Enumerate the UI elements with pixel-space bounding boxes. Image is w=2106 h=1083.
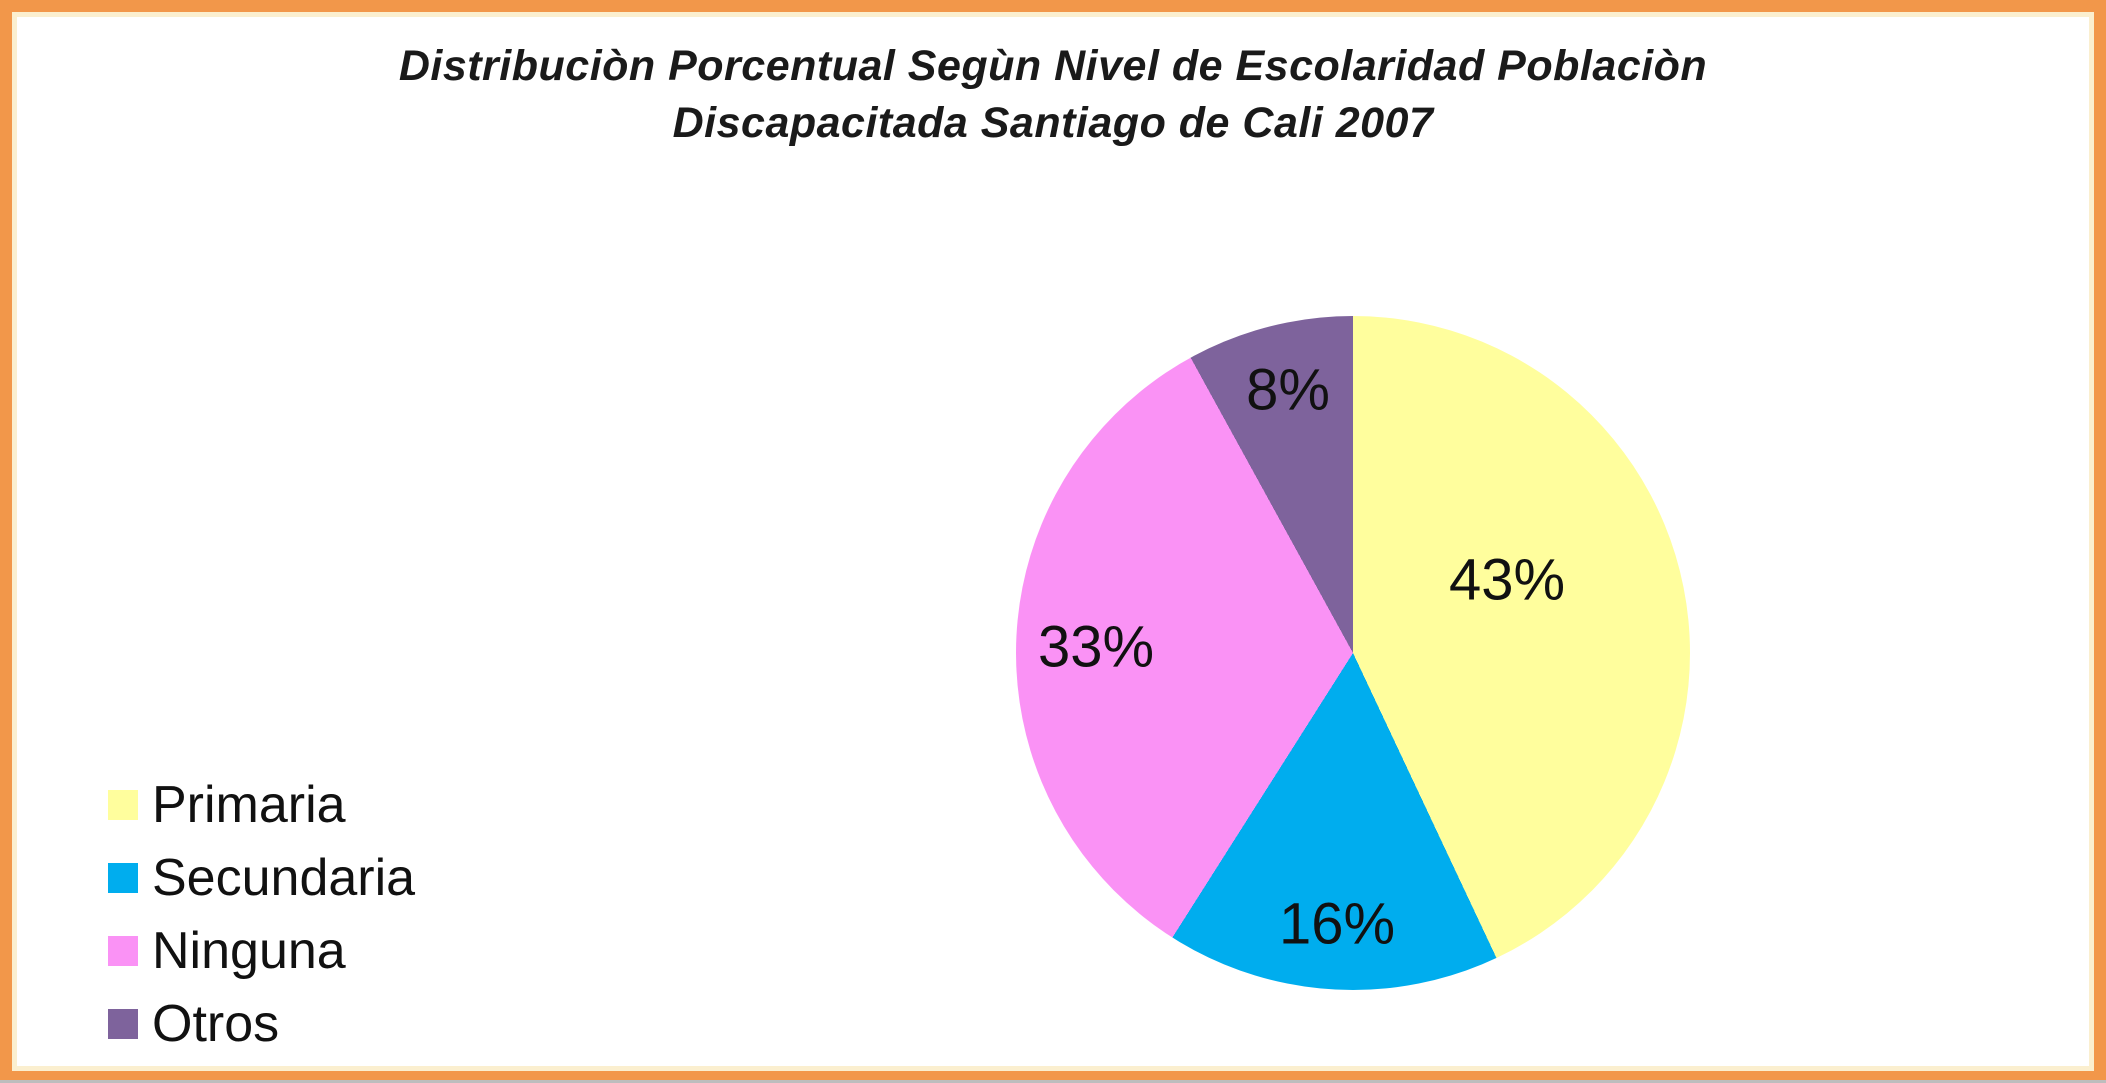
pie-slice-label-otros: 8% [1246, 357, 1330, 423]
legend-label-ninguna: Ninguna [152, 922, 346, 980]
legend-label-otros: Otros [152, 995, 280, 1053]
pie-slice-label-primaria: 43% [1448, 547, 1566, 613]
chart-title: Distribuciòn Porcentual Segùn Nivel de E… [0, 38, 2106, 152]
legend-item: Secundaria [108, 850, 415, 906]
pie-slice-label-ninguna: 33% [1037, 614, 1155, 680]
legend-swatch [108, 863, 138, 893]
legend-swatch [108, 1009, 138, 1039]
legend-item: Otros [108, 996, 415, 1052]
chart-title-line2: Discapacitada Santiago de Cali 2007 [672, 99, 1434, 147]
legend-swatch [108, 936, 138, 966]
pie [1016, 316, 1690, 990]
chart-title-line1: Distribuciòn Porcentual Segùn Nivel de E… [398, 42, 1708, 90]
legend-label-secundaria: Secundaria [152, 849, 416, 907]
bottom-edge-line [0, 1080, 2106, 1083]
legend-item: Ninguna [108, 923, 415, 979]
legend-label-primaria: Primaria [152, 776, 346, 834]
pie-slice-label-secundaria: 16% [1278, 891, 1396, 957]
legend-swatch [108, 790, 138, 820]
legend: Primaria Secundaria Ninguna Otros [108, 777, 415, 1069]
legend-item: Primaria [108, 777, 415, 833]
